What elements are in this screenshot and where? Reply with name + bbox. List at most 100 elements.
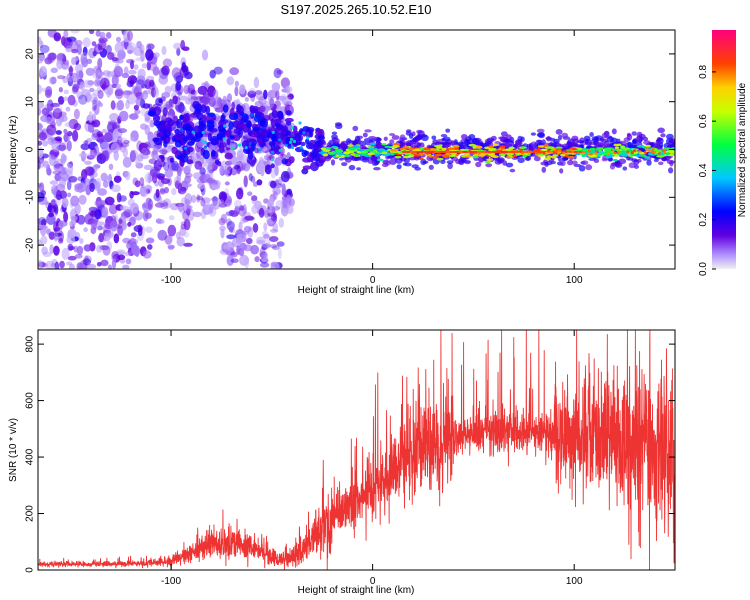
spectrogram-cell [38,225,48,230]
spectrogram-cell [520,151,525,154]
spectrogram-cell [66,261,73,266]
spectrogram-cell [445,128,451,133]
spectrogram-cell [529,146,537,150]
spectrogram-cell [302,157,311,163]
spectrogram-cell [556,152,560,155]
spectrogram-cell [72,130,79,142]
spectrogram-cell [40,235,48,245]
spectrogram-cell [578,165,586,172]
spectrogram-cell [111,258,117,269]
spectrogram-cell [481,151,487,153]
spectrogram-cell [219,146,225,153]
spectrogram-cell [356,167,361,171]
spectrogram-cell [201,197,211,203]
spectrogram-cell [191,194,197,203]
snr-y-tick-label: 800 [25,335,36,352]
spectrogram-cell [520,146,527,149]
spectrogram-cell [451,153,456,157]
spectrogram-cell [231,146,235,150]
spectrogram-cell [316,145,322,149]
spectrogram-cell [301,149,308,158]
spectrogram-cell [234,80,239,87]
spectrogram-cell [546,136,551,142]
spectrogram-cell [222,169,230,175]
spectrogram-cell [250,244,259,255]
spectrogram-cell [108,203,118,215]
spectrogram-cell [140,83,148,89]
spectrogram-cell [403,155,409,159]
spectrogram-cell [84,160,92,165]
spectrogram-cell [244,215,255,221]
spectrogram-cell [54,261,60,269]
spectrogram-cell [291,145,295,150]
spectrogram-cell [140,107,149,117]
spectrogram-cell [91,106,97,112]
spectrogram-cell [270,180,277,189]
spectrogram-cell [101,150,110,162]
spectrogram-cell [509,168,516,173]
spectrogram-cell [125,99,130,110]
spectrogram-cell [237,123,246,129]
spectrogram-cell [305,138,310,144]
spectrogram-cell [373,167,381,171]
spectrogram-cell [47,205,57,213]
spectrogram-cell [135,155,140,167]
spectrogram-cell [475,145,483,149]
spectrogram-cell [233,128,239,134]
spectrogram-cell [153,87,160,98]
spectrogram-cell [59,176,66,188]
spectrogram-cell [324,147,332,150]
spectrogram-cell [453,147,459,150]
spectrogram-cell [46,124,57,136]
spectrogram-cell [113,66,124,78]
spectrogram-cell [192,211,202,218]
spectrogram-cell [65,45,73,53]
spectrogram-cell [171,146,178,154]
spectrogram-cell [368,136,377,140]
spectrogram-cell [226,138,231,146]
spectrogram-cell [620,145,625,149]
spectrogram-cell [48,154,56,166]
spectrogram-cell [274,122,280,128]
spectrogram-cell [603,147,612,151]
spectrogram-cell [263,146,268,151]
spectrogram-cell [445,151,451,153]
spectrogram-cell [82,37,91,48]
spectrogram-cell [48,129,57,136]
spectrogram-cell [275,89,280,101]
spectrogram-cell [117,128,127,134]
spectrogram-cell [87,80,95,86]
spectrogram-cell [627,141,633,149]
spectrogram-cell [213,66,223,75]
snr-x-tick-label: -100 [161,576,181,587]
spectrogram-cell [464,161,471,165]
spectrogram-cell [596,153,603,156]
spectrogram-cell [421,134,429,141]
spectrogram-cell [255,90,263,95]
spectrogram-cell [226,93,233,103]
spectrogram-cell [163,140,168,148]
spectrogram-cell [239,254,250,266]
spectrogram-cell [445,152,452,156]
spectrogram-y-label: Frequency (Hz) [8,116,19,185]
spectrogram-cell [183,242,193,247]
spectrogram-cell [53,245,60,256]
spectrogram-cell [49,180,59,185]
spectrogram-cell [201,115,207,123]
spectrogram-cell [201,130,205,135]
spectrogram-cell [89,182,95,193]
spectrogram-cell [384,145,393,149]
spectrogram-cell [441,147,447,151]
spectrogram-cell [84,178,90,186]
spectrogram-cell [661,157,668,161]
spectrogram-cell [258,207,265,218]
spectrogram-cell [653,150,657,154]
spectrogram-cell [82,46,88,56]
spectrogram-cell [214,106,224,113]
spectrogram-cell [408,157,417,161]
spectrogram-cell [405,151,411,153]
spectrogram-cell [145,237,155,244]
spectrogram-cell [38,107,42,116]
spectrogram-cell [112,129,119,140]
